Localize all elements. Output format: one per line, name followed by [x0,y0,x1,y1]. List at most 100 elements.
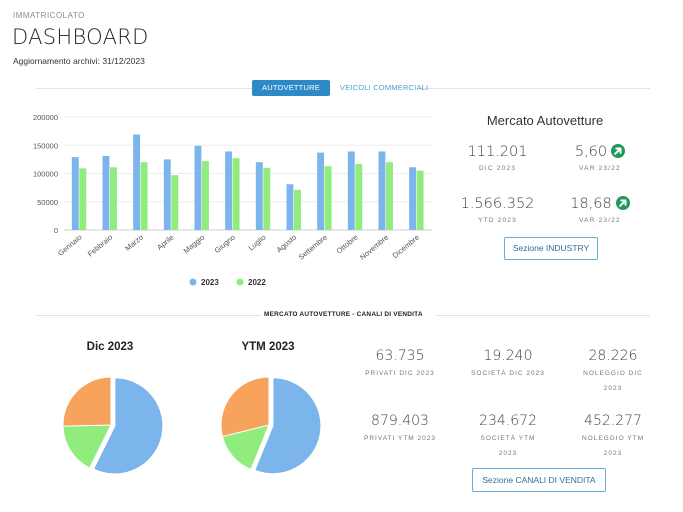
arrow-up-right-icon [611,144,626,158]
pie-slice-societ[interactable] [62,424,112,469]
noleggio-ytm-label-line1: NOLEGGIO YTM [581,435,645,442]
pie-title-ytm: YTM 2023 [241,341,295,353]
page-title: DASHBOARD [12,25,149,49]
privati-dic-label: PRIVATI DIC 2023 [365,370,435,377]
bar-2022-maggio[interactable] [202,161,209,230]
channels-section-button[interactable]: Sezione CANALI DI VENDITA [472,468,606,492]
societa-dic-label: SOCIETÀ DIC 2023 [471,370,545,377]
var-dic-value: 5,60 [574,144,608,160]
y-tick-label: 150000 [33,141,58,150]
divider [436,315,650,316]
pie-slice-noleggio[interactable] [220,376,270,438]
arrow-up-right-icon [615,196,630,210]
update-info: Aggiornamento archivi: 31/12/2023 [13,56,145,66]
bar-2023-dicembre[interactable] [409,167,417,230]
industry-section-button[interactable]: Sezione INDUSTRY [504,237,598,260]
x-tick-label: Novembre [358,233,390,262]
var-dic-label: VAR 23/22 [579,165,621,172]
bar-2023-luglio[interactable] [255,162,263,230]
x-tick-label: Febbraio [86,233,114,259]
privati-ytm-value: 879.403 [371,413,429,429]
bar-2022-novembre[interactable] [386,162,393,230]
x-tick-label: Dicembre [391,233,421,261]
pie-chart-ytm [220,376,322,475]
y-tick-label: 50000 [37,198,58,207]
ytd-value: 1.566.352 [460,196,535,212]
x-tick-label: Aprile [155,233,175,252]
var-ytd: 18,68 [560,196,640,212]
dic-value: 111.201 [467,144,528,160]
noleggio-ytm-value: 452.277 [584,413,642,429]
bar-2023-novembre[interactable] [378,151,386,230]
y-tick-label: 200000 [33,113,58,122]
y-tick-label: 0 [54,226,58,235]
divider [420,88,650,89]
bar-2023-agosto[interactable] [286,184,294,230]
tab-veicoli-commerciali[interactable]: VEICOLI COMMERCIALI [339,83,429,92]
societa-ytm-label-line1: SOCIETÀ YTM [480,435,536,442]
bar-2022-dicembre[interactable] [416,170,424,230]
tab-bar: AUTOVETTURE VEICOLI COMMERCIALI [252,80,438,96]
bar-2023-giugno[interactable] [225,151,233,230]
bar-2023-settembre[interactable] [317,152,325,230]
update-label: Aggiornamento archivi: [13,56,100,66]
legend-marker [236,278,244,286]
legend-label[interactable]: 2023 [201,278,219,287]
bar-2022-aprile[interactable] [171,175,179,230]
bar-2022-settembre[interactable] [324,166,332,230]
x-tick-label: Luglio [246,233,267,253]
y-tick-label: 100000 [33,170,58,179]
x-tick-label: Gennaio [56,233,84,258]
bar-2022-giugno[interactable] [232,158,240,230]
dic-label: DIC 2023 [478,165,517,172]
var-ytd-value: 18,68 [570,196,612,212]
x-tick-label: Agosto [275,233,299,255]
societa-dic-value: 19.240 [483,348,533,364]
pie-chart-dic [62,376,164,475]
bar-2023-marzo[interactable] [133,134,141,230]
privati-dic-value: 63.735 [375,348,425,364]
update-date: 31/12/2023 [102,56,145,66]
pie-slice-privati[interactable] [92,377,164,475]
divider [36,88,252,89]
bar-2022-marzo[interactable] [140,162,148,230]
noleggio-ytm-label: NOLEGGIO YTM 2023 [558,431,668,461]
societa-ytm-label-line2: 2023 [498,450,518,457]
bar-2023-maggio[interactable] [194,145,202,230]
privati-ytm-label: PRIVATI YTM 2023 [364,435,436,442]
noleggio-dic-label-line2: 2023 [603,385,623,392]
ytd-label: YTD 2023 [478,217,517,224]
pie-slice-noleggio[interactable] [62,376,112,427]
legend-label[interactable]: 2022 [248,278,266,287]
pie-slice-privati[interactable] [254,377,322,475]
var-ytd-label: VAR 23/22 [579,217,621,224]
bar-2023-febbraio[interactable] [102,155,110,230]
tab-autovetture[interactable]: AUTOVETTURE [252,80,330,96]
noleggio-ytm-label-line2: 2023 [603,450,623,457]
bar-2022-febbraio[interactable] [110,167,117,230]
legend-marker [189,278,197,286]
divider [36,315,261,316]
bar-2022-luglio[interactable] [263,167,271,230]
noleggio-dic-label: NOLEGGIO DIC 2023 [558,366,668,396]
bar-2022-gennaio[interactable] [79,168,87,230]
bar-2023-gennaio[interactable] [71,157,79,230]
x-tick-label: Maggio [182,233,207,256]
page-overline: IMMATRICOLATO [13,11,85,20]
x-tick-label: Ottobre [335,233,360,256]
pie-title-dic: Dic 2023 [86,341,134,353]
bar-2023-ottobre[interactable] [347,151,355,230]
var-dic: 5,60 [560,144,640,160]
monthly-registrations-chart: 0 50000 100000 150000 200000 Gennaio Febbraio… [33,113,432,287]
bar-2022-agosto[interactable] [294,189,301,230]
x-tick-label: Settembre [297,233,329,262]
bar-2022-ottobre[interactable] [355,163,363,230]
bar-2023-aprile[interactable] [163,159,171,230]
noleggio-dic-value: 28.226 [588,348,638,364]
societa-ytm-label: SOCIETÀ YTM 2023 [453,431,563,461]
x-tick-label: Giugno [213,233,237,255]
noleggio-dic-label-line1: NOLEGGIO DIC [583,370,643,377]
x-tick-label: Marzo [123,233,145,253]
market-title: Mercato Autovetture [486,113,604,128]
channels-heading: MERCATO AUTOVETTURE - CANALI DI VENDITA [264,311,423,318]
